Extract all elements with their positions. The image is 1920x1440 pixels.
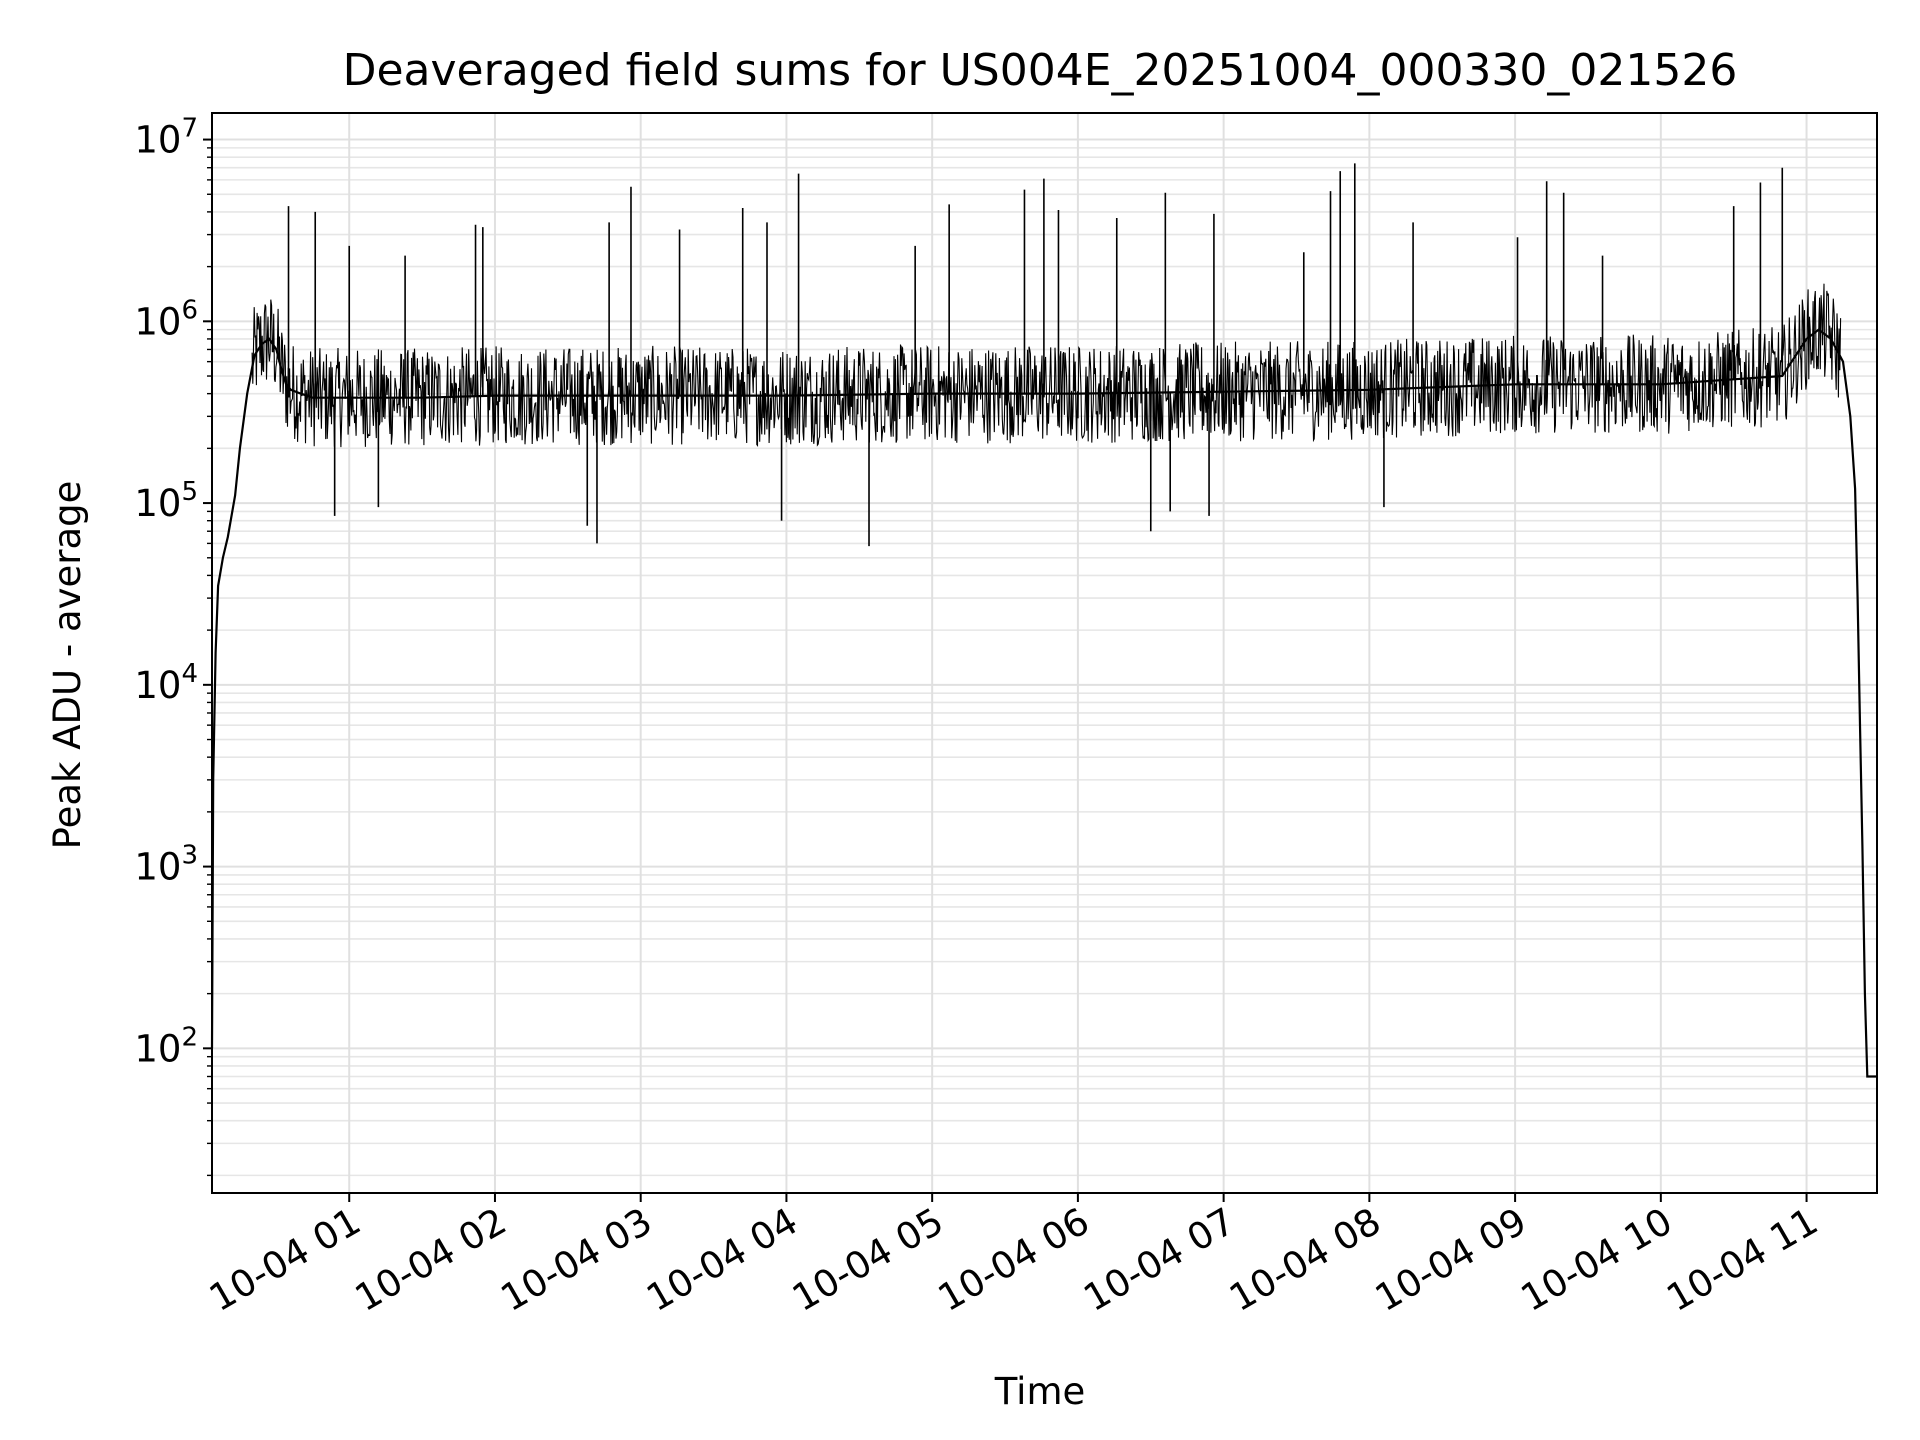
y-tick-label-exponent: 4 xyxy=(181,659,198,689)
y-tick-label-exponent: 6 xyxy=(181,295,198,325)
y-tick-label: 107 xyxy=(134,114,198,162)
y-tick-label: 105 xyxy=(134,477,198,525)
data-layer xyxy=(210,163,1877,1078)
y-tick-label-exponent: 2 xyxy=(181,1022,198,1052)
y-tick-label-base: 10 xyxy=(134,846,181,889)
y-tick-label-base: 10 xyxy=(134,119,181,162)
y-tick-label: 102 xyxy=(134,1022,198,1070)
series-line xyxy=(210,328,1877,1078)
y-tick-label-base: 10 xyxy=(134,1027,181,1070)
y-tick-label-base: 10 xyxy=(134,300,181,343)
chart-title: Deaveraged field sums for US004E_2025100… xyxy=(343,45,1738,96)
y-tick-label-base: 10 xyxy=(134,482,181,525)
y-tick-label: 103 xyxy=(134,841,198,889)
y-axis-label: Peak ADU - average xyxy=(46,481,89,850)
y-tick-label-exponent: 5 xyxy=(181,477,198,507)
y-tick-label-exponent: 3 xyxy=(181,841,198,871)
y-tick-label: 104 xyxy=(134,659,198,707)
x-axis-label: Time xyxy=(994,1370,1086,1413)
plot-frame xyxy=(211,112,1878,1194)
y-tick-label: 106 xyxy=(134,295,198,343)
y-tick-label-exponent: 7 xyxy=(181,114,198,144)
y-tick-label-base: 10 xyxy=(134,664,181,707)
series-noise xyxy=(251,283,1842,448)
